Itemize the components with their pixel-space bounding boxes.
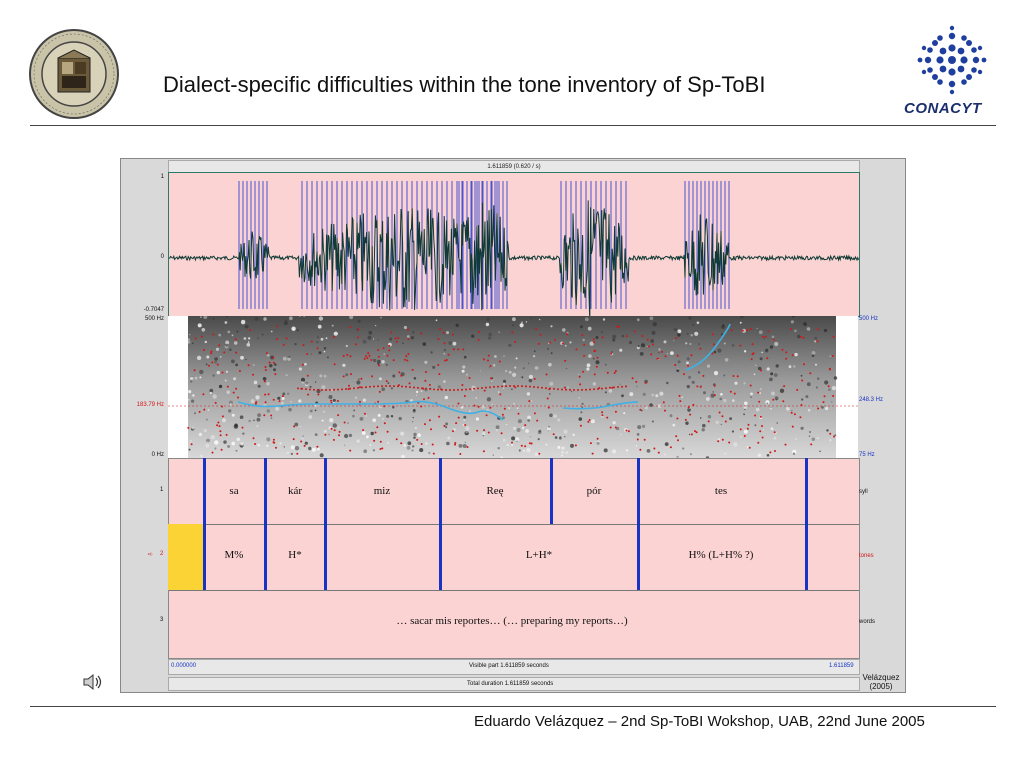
conacyt-wordmark: CONACYT [904,100,982,117]
syll-interval[interactable]: miz [373,485,391,497]
wave-y-bottom: -0.7047 [143,307,164,313]
tier-3-number: 3 [160,617,164,623]
waveform-graphic [168,181,860,322]
tier-2-name: tones [859,553,874,559]
boundary[interactable] [264,458,267,590]
tier-1-name: syll [859,489,868,495]
spec-y-bottom: 0 Hz [151,452,164,458]
tier-1-number: 1 [160,487,164,493]
words-interval[interactable]: … sacar mis reportes… (… preparing my re… [396,615,628,627]
credit-year: (2005) [869,682,893,691]
pitch-y-mid: 248.3 Hz [859,397,884,403]
header-divider [30,125,996,126]
boundary[interactable] [203,458,206,590]
spectrogram-graphic [168,314,858,460]
speaker-icon[interactable] [82,672,104,692]
slide-title: Dialect-specific difficulties within the… [163,72,766,97]
pitch-y-bottom: 75 Hz [859,452,875,458]
spectrogram-panel[interactable] [168,314,858,460]
conacyt-logo [917,25,987,95]
syll-interval[interactable]: tes [714,485,728,497]
wave-y-top: 1 [160,174,164,180]
syll-interval[interactable]: pór [586,485,602,497]
total-duration-bar[interactable]: Total duration 1.611859 seconds [168,677,860,691]
syll-interval[interactable]: sa [229,485,239,497]
active-tier-arrow-icon: ➪ [148,552,154,558]
boundary[interactable] [324,458,327,590]
credit-name: Velázquez [862,673,900,682]
visible-part-bar[interactable]: 0.000000 Visible part 1.611859 seconds 1… [168,659,860,675]
figure-credit: Velázquez (2005) [858,673,904,691]
pitch-cursor-value: 183.79 Hz [136,402,164,408]
visible-part-label: Visible part 1.611859 seconds [469,663,549,669]
tier-3-name: words [859,619,876,625]
boundary[interactable] [805,458,808,590]
university-seal-logo [29,29,119,119]
boundary[interactable] [439,458,442,590]
tone-interval[interactable]: M% [224,549,244,561]
total-duration-label: Total duration 1.611859 seconds [467,681,554,687]
time-start: 0.000000 [171,663,197,669]
wave-y-mid: 0 [160,254,164,260]
selected-interval[interactable] [168,524,204,590]
waveform-panel[interactable] [168,172,860,322]
boundary[interactable] [637,458,640,590]
textgrid-tiers [168,458,860,659]
boundary[interactable] [550,458,553,524]
tone-interval[interactable]: L+H* [525,549,553,561]
syll-interval[interactable]: kár [287,485,303,497]
tone-interval[interactable]: H% (L+H% ?) [688,549,754,561]
spec-y-top: 500 Hz [144,316,164,322]
time-end: 1.611859 [829,663,854,669]
footer-divider [30,706,996,707]
pitch-y-top: 500 Hz [859,316,879,322]
footer-text: Eduardo Velázquez – 2nd Sp-ToBI Wokshop,… [474,713,925,730]
syll-interval[interactable]: Reę [486,485,504,497]
tier-2-number: 2 [160,551,164,557]
tone-interval[interactable]: H* [288,549,302,561]
